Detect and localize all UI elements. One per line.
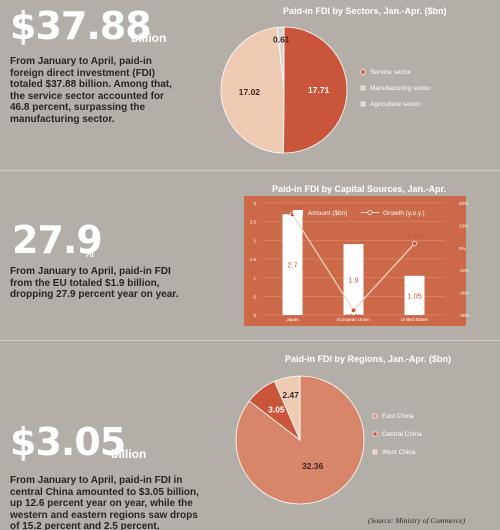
chart-title-regions: Paid-in FDI by Regions, Jan.-Apr. ($bn) xyxy=(285,354,452,364)
stat-unit-central-china: billion xyxy=(111,447,147,461)
legend-label-east-china: East China xyxy=(382,413,414,420)
legend-swatch-amount xyxy=(293,210,303,215)
pie-slice-service-sector xyxy=(283,26,348,154)
legend-swatch-west-china xyxy=(372,449,378,455)
pie-slice-manufacturing-sector xyxy=(220,26,285,154)
y-left-tick-label: 2 xyxy=(253,238,256,243)
y-left-tick-label: 2.5 xyxy=(250,220,257,225)
chart-title-capital-sources: Paid-in FDI by Capital Sources, Jan.-Apr… xyxy=(272,184,447,194)
y-left-tick-label: 0 xyxy=(253,313,256,318)
y-left-tick-label: 1 xyxy=(253,276,256,281)
legend-swatch-manufacturing-sector xyxy=(360,85,366,91)
x-tick-label-japan: Japan xyxy=(286,317,299,322)
bar-european-union xyxy=(343,244,364,315)
y-right-tick-label: 20% xyxy=(459,201,468,206)
growth-label-european-union: -27.9% xyxy=(343,313,364,320)
growth-point-united-states xyxy=(411,240,418,247)
source-note: (Source: Ministry of Commerce) xyxy=(368,516,466,525)
legend-swatch-growth-marker xyxy=(367,209,373,216)
legend-swatch-service-sector xyxy=(360,69,366,75)
y-left-tick-label: .5 xyxy=(252,294,256,299)
stat-unit-fdi-total: billion xyxy=(131,31,167,45)
y-left-tick-label: 1.5 xyxy=(250,257,257,262)
pie-value-label-manufacturing-sector: 17.02 xyxy=(239,87,261,97)
growth-label-japan: 14.9% xyxy=(283,204,302,211)
stat-text-fdi-total: From January to April, paid-in foreign d… xyxy=(10,56,172,125)
legend-label-service-sector: Service sector xyxy=(370,69,412,76)
y-right-tick-label: -10% xyxy=(459,268,470,273)
legend-label-agriculture-sector: Agriculture sector xyxy=(370,101,421,108)
legend-label-manufacturing-sector: Manufacturing sector xyxy=(370,85,432,92)
legend-label-central-china: Central China xyxy=(382,431,422,438)
chart-title-sectors: Paid-in FDI by Sectors, Jan.-Apr. ($bn) xyxy=(283,6,447,16)
growth-point-european-union xyxy=(350,307,357,313)
bar-value-label-european-union: 1.9 xyxy=(348,276,358,285)
legend-label-west-china: West China xyxy=(382,449,416,456)
pie-value-label-service-sector: 17.71 xyxy=(308,85,330,95)
stat-value-fdi-total: $37.88 xyxy=(10,4,152,48)
y-right-tick-label: -30% xyxy=(459,313,470,318)
legend-swatch-central-china xyxy=(372,431,378,437)
bar-japan xyxy=(282,214,303,315)
pie-value-label-agriculture-sector: 0.61 xyxy=(273,35,290,45)
x-tick-label-european-union: European Union xyxy=(337,317,370,322)
x-tick-label-united-states: United States xyxy=(401,317,429,322)
legend-label-amount: Amount ($bn) xyxy=(308,210,347,217)
legend-swatch-agriculture-sector xyxy=(360,101,366,107)
bar-united-states xyxy=(404,275,425,315)
y-right-tick-label: 10% xyxy=(459,223,468,228)
pie-slice-central-china xyxy=(248,380,301,442)
legend-label-growth: Growth (y.o.y.) xyxy=(383,210,425,217)
stat-text-eu-drop: From January to April, paid-in FDI from … xyxy=(10,266,179,301)
section-divider-2 xyxy=(0,340,500,341)
growth-line xyxy=(291,214,415,312)
section-divider-1 xyxy=(0,170,500,171)
bar-value-label-japan: 2.7 xyxy=(287,261,297,270)
pie-slice-west-china xyxy=(273,375,301,441)
chart-panel xyxy=(244,196,466,326)
stat-value-eu-drop: 27.9 xyxy=(12,218,103,262)
pie-slice-agriculture-sector xyxy=(276,26,285,91)
stat-value-central-china: $3.05 xyxy=(10,420,126,464)
pie-value-label-west-china: 2.47 xyxy=(282,390,299,400)
y-right-tick-label: 0% xyxy=(459,246,466,251)
growth-point-japan xyxy=(289,211,296,218)
bar-value-label-united-states: 1.05 xyxy=(407,291,422,300)
y-right-tick-label: -20% xyxy=(459,291,470,296)
stat-text-central-china: From January to April, paid-in FDI in ce… xyxy=(10,475,199,530)
stat-unit-eu-drop: % xyxy=(84,248,94,260)
y-left-tick-label: 3 xyxy=(253,201,256,206)
pie-value-label-central-china: 3.05 xyxy=(268,405,285,415)
pie-slice-east-china xyxy=(235,375,365,505)
growth-label-united-states: 1.9% xyxy=(407,234,422,241)
legend-swatch-east-china xyxy=(372,413,378,419)
pie-value-label-east-china: 32.36 xyxy=(302,461,324,471)
